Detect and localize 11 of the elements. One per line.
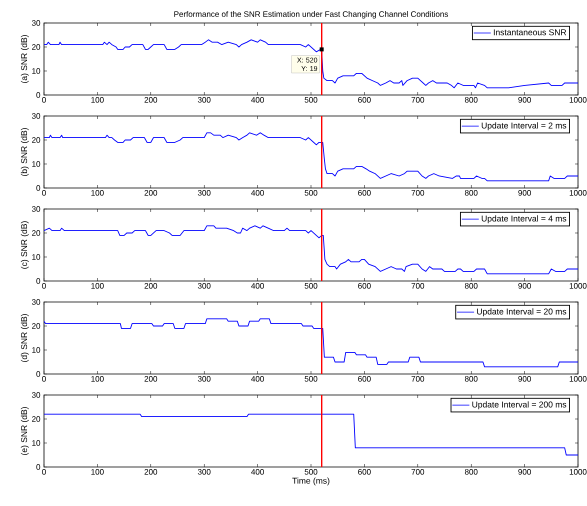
x-axis-title: Time (ms) (292, 478, 330, 486)
legend-label: Update Interval = 2 ms (482, 122, 566, 130)
y-axis-title: (c) SNR (dB) (20, 221, 29, 269)
y-axis-title: (d) SNR (dB) (20, 314, 29, 362)
y-axis-title: (b) SNR (dB) (20, 128, 29, 176)
legend-label: Update Interval = 20 ms (477, 308, 566, 316)
legend-label: Update Interval = 200 ms (472, 401, 566, 410)
y-axis-title: (a) SNR (dB) (20, 35, 29, 83)
y-axis-title: (e) SNR (dB) (20, 407, 29, 455)
legend-label: Instantaneous SNR (494, 29, 566, 36)
legend-label: Update Interval = 4 ms (482, 215, 566, 224)
